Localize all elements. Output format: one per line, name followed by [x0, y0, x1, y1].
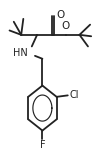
Text: O: O	[62, 21, 70, 31]
Text: Cl: Cl	[69, 90, 79, 100]
Text: F: F	[40, 140, 45, 150]
Text: O: O	[56, 10, 64, 20]
Text: HN: HN	[13, 48, 28, 58]
